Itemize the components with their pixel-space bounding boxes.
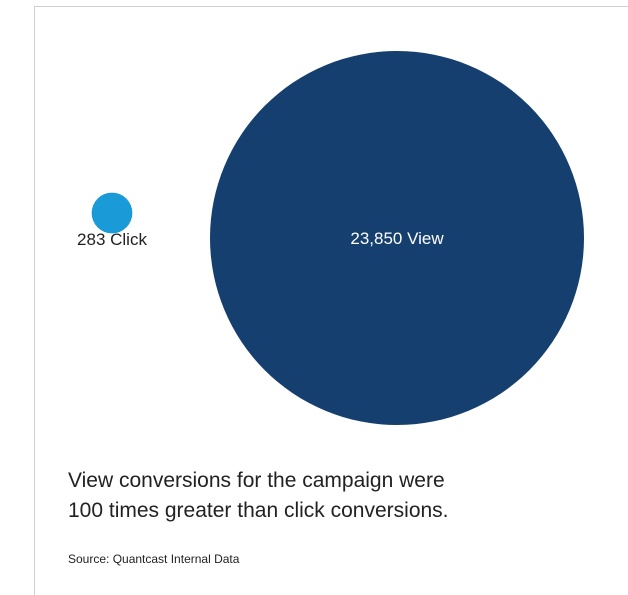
caption-line-1: View conversions for the campaign were xyxy=(68,469,445,492)
source-note: Source: Quantcast Internal Data xyxy=(68,552,240,566)
bubble-label-click: 283 Click xyxy=(77,230,147,249)
bubble-view xyxy=(210,51,584,425)
bubble-chart: 23,850 View 283 Click xyxy=(77,51,584,425)
bubble-click xyxy=(91,192,133,234)
chart-caption: View conversions for the campaign were 1… xyxy=(68,466,568,526)
chart-frame xyxy=(34,6,628,595)
bubble-label-view: 23,850 View xyxy=(350,229,444,248)
caption-line-2: 100 times greater than click conversions… xyxy=(68,499,449,522)
